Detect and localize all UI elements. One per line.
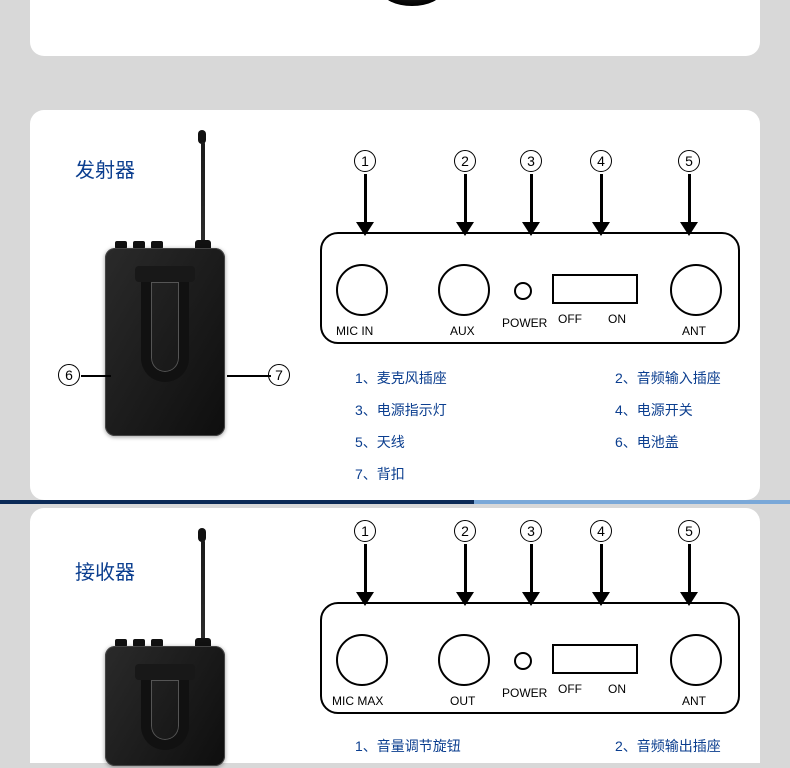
- receiver-device: [105, 646, 225, 766]
- out-knob: [438, 634, 490, 686]
- arrow-3: 3: [518, 150, 544, 236]
- arrow-4: 4: [588, 150, 614, 236]
- legend-item: 2、音频输出插座: [615, 736, 755, 756]
- arrow-4: 4: [588, 520, 614, 606]
- callout-6: 6: [58, 364, 80, 386]
- legend-item: 5、天线: [355, 432, 495, 452]
- receiver-panel: MIC MAX OUT POWER OFF ON ANT: [320, 602, 740, 714]
- out-label: OUT: [450, 694, 475, 708]
- callout-7: 7: [268, 364, 290, 386]
- arrow-5: 5: [676, 150, 702, 236]
- mic-in-label: MIC IN: [336, 324, 373, 338]
- clip-top: [135, 664, 195, 680]
- on-label: ON: [608, 682, 626, 696]
- legend-item: 6、电池盖: [615, 432, 755, 452]
- blob-shape: [382, 0, 442, 6]
- transmitter-panel: MIC IN AUX POWER OFF ON ANT: [320, 232, 740, 344]
- device-body: [105, 646, 225, 766]
- legend-item: 7、背扣: [355, 464, 495, 484]
- aux-knob: [438, 264, 490, 316]
- ant-knob: [670, 264, 722, 316]
- legend-item: 1、音量调节旋钮: [355, 736, 495, 756]
- transmitter-device: [105, 248, 225, 436]
- legend-item: 1、麦克风插座: [355, 368, 495, 388]
- callout-6-line: [81, 375, 111, 377]
- receiver-title: 接收器: [75, 556, 135, 585]
- legend-item: [615, 464, 755, 484]
- power-switch: [552, 644, 638, 674]
- arrow-3: 3: [518, 520, 544, 606]
- belt-clip-icon: [141, 282, 189, 382]
- power-led: [514, 282, 532, 300]
- transmitter-card: 发射器 6 7 1 2 3 4 5 MIC IN AUX POWER OFF O…: [30, 110, 760, 500]
- antenna-icon: [201, 540, 205, 642]
- legend-item: 4、电源开关: [615, 400, 755, 420]
- receiver-card: 接收器 1 2 3 4 5 MIC MAX OUT POWER OFF ON A…: [30, 508, 760, 763]
- clip-top: [135, 266, 195, 282]
- transmitter-title: 发射器: [75, 154, 135, 183]
- off-label: OFF: [558, 312, 582, 326]
- receiver-legend: 1、音量调节旋钮 2、音频输出插座: [355, 736, 755, 768]
- callout-7-line: [227, 375, 271, 377]
- power-label: POWER: [502, 686, 547, 700]
- ant-knob: [670, 634, 722, 686]
- antenna-icon: [201, 142, 205, 244]
- off-label: OFF: [558, 682, 582, 696]
- arrow-1: 1: [352, 150, 378, 236]
- transmitter-legend: 1、麦克风插座2、音频输入插座 3、电源指示灯4、电源开关 5、天线6、电池盖 …: [355, 368, 755, 496]
- power-led: [514, 652, 532, 670]
- mic-in-knob: [336, 264, 388, 316]
- legend-item: 2、音频输入插座: [615, 368, 755, 388]
- arrow-2: 2: [452, 520, 478, 606]
- legend-item: 3、电源指示灯: [355, 400, 495, 420]
- belt-clip-icon: [141, 680, 189, 750]
- device-body: [105, 248, 225, 436]
- top-card: [30, 0, 760, 56]
- power-switch: [552, 274, 638, 304]
- on-label: ON: [608, 312, 626, 326]
- section-divider: [0, 500, 790, 504]
- arrow-5: 5: [676, 520, 702, 606]
- ant-label: ANT: [682, 694, 706, 708]
- power-label: POWER: [502, 316, 547, 330]
- arrow-1: 1: [352, 520, 378, 606]
- mic-max-label: MIC MAX: [332, 694, 383, 708]
- ant-label: ANT: [682, 324, 706, 338]
- aux-label: AUX: [450, 324, 475, 338]
- mic-max-knob: [336, 634, 388, 686]
- arrow-2: 2: [452, 150, 478, 236]
